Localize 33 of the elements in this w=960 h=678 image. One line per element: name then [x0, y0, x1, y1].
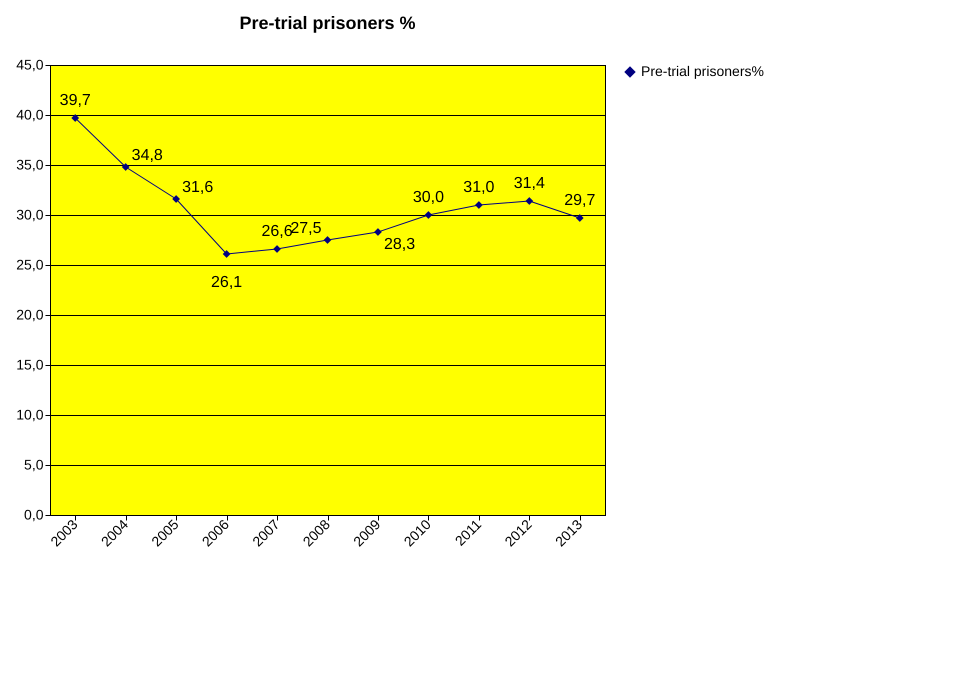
y-tick-label: 45,0: [16, 56, 44, 72]
y-tick-label: 10,0: [16, 406, 44, 422]
chart-title: Pre-trial prisoners %: [239, 13, 416, 33]
point: [71, 114, 80, 122]
point: [525, 197, 534, 205]
point: [576, 214, 584, 222]
point: [324, 236, 332, 244]
legend-label: Pre-trial prisoners%: [641, 63, 764, 79]
data-label: 30,0: [412, 189, 444, 206]
y-tick-label: 20,0: [16, 306, 44, 322]
point: [424, 211, 432, 219]
y-tick-label: 0,0: [24, 506, 44, 522]
y-tick-label: 25,0: [16, 256, 44, 272]
point: [273, 245, 281, 253]
y-tick-label: 40,0: [16, 106, 44, 122]
point: [172, 195, 180, 203]
point: [374, 228, 382, 236]
data-label: 28,3: [384, 236, 416, 253]
point: [474, 201, 483, 209]
y-tick-label: 35,0: [16, 156, 44, 172]
y-tick-label: 5,0: [24, 456, 44, 472]
point: [222, 250, 230, 258]
data-label: 31,4: [514, 175, 545, 192]
data-label: 31,0: [463, 179, 495, 196]
data-label: 29,7: [564, 192, 596, 209]
y-tick-label: 30,0: [16, 206, 44, 222]
data-label: 31,6: [182, 179, 214, 196]
y-tick-label: 15,0: [16, 356, 44, 372]
data-label: 27,5: [290, 220, 322, 237]
data-label: 34,8: [132, 147, 163, 164]
data-label: 39,7: [60, 92, 91, 109]
point: [122, 163, 130, 171]
data-label: 26,1: [211, 274, 242, 291]
